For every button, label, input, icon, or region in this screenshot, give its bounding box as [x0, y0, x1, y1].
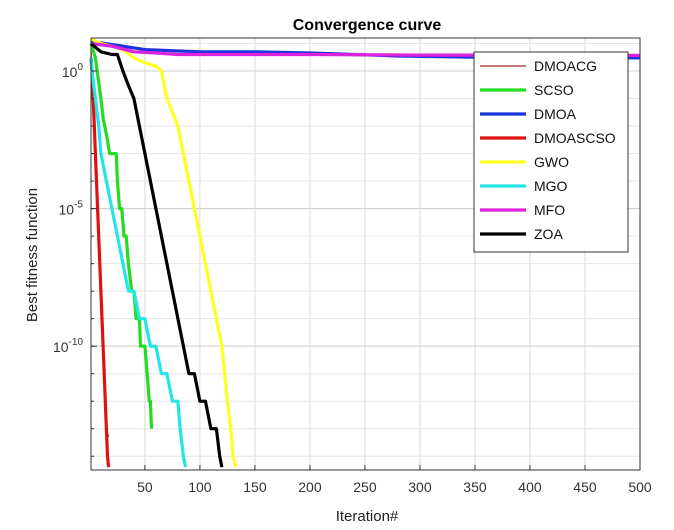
- legend: DMOACG SCSO DMOA DMOASCSO GWO MGO MFO ZOA: [473, 51, 629, 253]
- plot-frame: [90, 37, 641, 471]
- legend-label: DMOA: [534, 106, 577, 122]
- x-tick-label: 50: [137, 479, 153, 495]
- legend-box: [473, 51, 629, 253]
- legend-label: SCSO: [534, 82, 574, 98]
- legend-label: DMOASCSO: [534, 130, 616, 146]
- legend-label: GWO: [534, 154, 569, 170]
- x-axis-label: Iteration#: [336, 508, 399, 525]
- y-axis-label: Best fitness function: [24, 188, 41, 322]
- x-tick-label: 250: [353, 479, 377, 495]
- x-tick-label: 100: [188, 479, 212, 495]
- series-line-dmoascso: [89, 57, 111, 468]
- x-tick-label: 350: [463, 479, 487, 495]
- x-tick-label: 200: [298, 479, 322, 495]
- legend-label: MFO: [534, 202, 565, 218]
- x-tick-label: 500: [628, 479, 652, 495]
- series-line-scso: [89, 43, 154, 429]
- series-line-mgo: [89, 57, 188, 468]
- legend-label: DMOACG: [534, 58, 597, 74]
- legend-label: ZOA: [534, 226, 563, 242]
- x-tick-label: 450: [573, 479, 597, 495]
- series-line-zoa: [89, 42, 224, 468]
- axis-ticks: 50 100 150 200 250 300 350 400 450 500 100 10-5 10-1…: [53, 43, 652, 495]
- x-tick-label: 400: [518, 479, 542, 495]
- chart-title: Convergence curve: [293, 17, 442, 34]
- x-tick-label: 150: [243, 479, 267, 495]
- y-tick-label: 100: [62, 62, 84, 80]
- legend-label: MGO: [534, 178, 568, 194]
- y-tick-label: 10-5: [59, 200, 84, 218]
- y-tick-label: 10-10: [53, 337, 83, 355]
- x-tick-label: 300: [408, 479, 432, 495]
